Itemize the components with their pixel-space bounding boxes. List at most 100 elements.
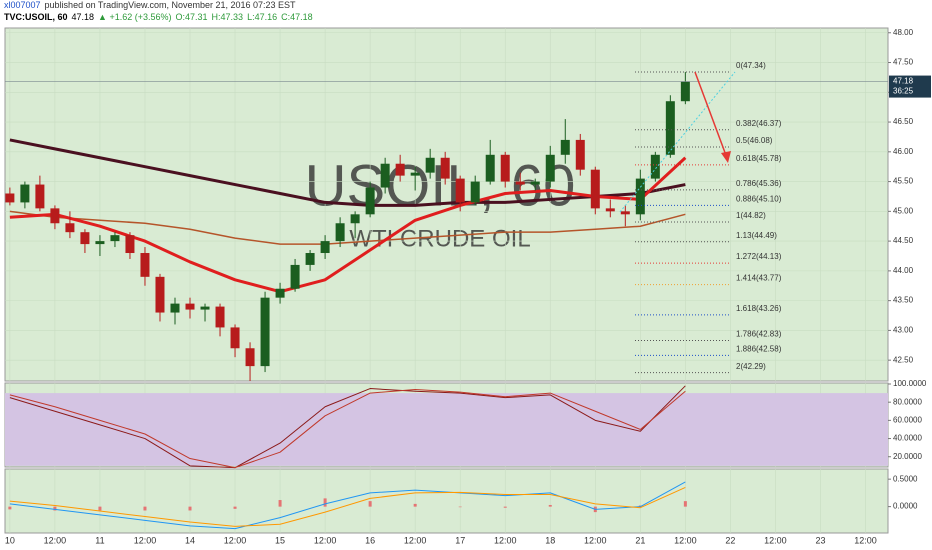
indicator-line (9, 481, 686, 530)
fib-label: 0.886(45.10) (736, 195, 782, 204)
y-tick-label: 43.50 (893, 296, 914, 305)
fib-label: 0.618(45.78) (736, 154, 782, 163)
y-tick-label: 42.50 (893, 355, 914, 364)
histogram-bar (8, 506, 12, 510)
countdown: 36:25 (893, 87, 914, 96)
candle-body (650, 154, 660, 179)
candle-body (335, 223, 345, 242)
candle-body (230, 327, 240, 349)
y-tick-label: 45.00 (893, 206, 914, 215)
histogram-bar (188, 506, 192, 511)
y-tick-label: 20.0000 (893, 452, 922, 461)
y-tick-label: 100.0000 (893, 379, 927, 388)
author: xl007007 (4, 0, 41, 10)
fib-label: 1.618(43.26) (736, 304, 782, 313)
histogram-bar (53, 506, 57, 511)
candle-body (425, 157, 435, 173)
arrow-head (721, 151, 731, 163)
candle-body (665, 101, 675, 155)
fib-label: 2(42.29) (736, 362, 766, 371)
indicator-line (9, 388, 686, 469)
plot: 10 12:00 11 12:00 14 12:00 15 12:00 16 12:00 17 12:… (5, 28, 931, 545)
ohlc: L:47.16 (247, 12, 277, 22)
y-tick-label: 0.5000 (893, 474, 918, 483)
histogram-bar (368, 501, 372, 507)
candle-body (20, 184, 30, 203)
histogram-bar (278, 500, 282, 507)
candle-body (290, 264, 300, 289)
band (5, 393, 888, 466)
candle-body (245, 348, 255, 367)
candle-body (365, 187, 375, 215)
candle-body (65, 223, 75, 233)
last-price-box (889, 75, 931, 98)
watermark: USOIL, 60 (305, 153, 576, 218)
candle-body (215, 306, 225, 328)
candle-body (680, 81, 690, 102)
x-tick-label: 12:00 (854, 535, 877, 545)
x-tick-label: 21 (635, 535, 645, 545)
price: 47.18 (72, 12, 95, 22)
histogram-bar (98, 506, 102, 511)
histogram-bar (503, 506, 507, 508)
last-price-label: 47.18 (893, 77, 914, 86)
candle-body (95, 241, 105, 245)
y-tick-label: 44.50 (893, 236, 914, 245)
x-tick-label: 12:00 (44, 535, 67, 545)
fib-label: 0.786(45.36) (736, 179, 782, 188)
x-tick-label: 10 (5, 535, 15, 545)
x-tick-label: 12:00 (494, 535, 517, 545)
fib-label: 0.5(46.08) (736, 136, 773, 145)
candle-body (35, 184, 45, 209)
macd-panel (4, 468, 889, 534)
fib-label: 0.382(46.37) (736, 119, 782, 128)
y-tick-label: 46.00 (893, 147, 914, 156)
indicator-line (9, 138, 686, 207)
fib-label: 1.414(43.77) (736, 274, 782, 283)
y-tick-label: 0.0000 (893, 502, 918, 511)
candle-body (140, 253, 150, 277)
x-tick-label: 12:00 (314, 535, 337, 545)
candle-body (80, 232, 90, 245)
candle-body (575, 139, 585, 170)
candle-body (545, 154, 555, 182)
histogram-bar (323, 498, 327, 507)
fib-label: 1.886(42.58) (736, 345, 782, 354)
x-tick-label: 16 (365, 535, 375, 545)
x-tick-label: 18 (545, 535, 555, 545)
fib-label: 1(44.82) (736, 211, 766, 220)
candle-body (320, 241, 330, 254)
y-tick-label: 80.0000 (893, 397, 922, 406)
candle-body (185, 303, 195, 310)
candle-body (155, 276, 165, 313)
x-tick-label: 15 (275, 535, 285, 545)
change: ▲ +1.62 (+3.56%) (98, 12, 171, 22)
header-line-2: TVC:USOIL, 60 47.18 ▲ +1.62 (+3.56%) O:47.3… (4, 12, 313, 22)
x-tick-label: 12:00 (674, 535, 697, 545)
x-tick-label: 12:00 (134, 535, 157, 545)
x-tick-label: 12:00 (764, 535, 787, 545)
candle-body (515, 181, 525, 185)
candle-body (560, 139, 570, 155)
candle-body (350, 214, 360, 224)
header-line-1: xl007007 published on TradingView.com, No… (4, 0, 296, 10)
indicator-line (9, 156, 687, 294)
candle-body (170, 303, 180, 313)
symbol: TVC:USOIL, 60 (4, 12, 68, 22)
y-tick-label: 45.50 (893, 177, 914, 186)
candle-body (590, 169, 600, 209)
candle-body (200, 306, 210, 310)
candle-body (395, 163, 405, 176)
indicator-line (9, 486, 686, 527)
x-tick-label: 12:00 (404, 535, 427, 545)
ohlc: C:47.18 (281, 12, 313, 22)
y-tick-label: 48.00 (893, 28, 914, 37)
candle-body (455, 178, 465, 203)
x-tick-label: 14 (185, 535, 195, 545)
x-tick-label: 17 (455, 535, 465, 545)
candle-body (440, 157, 450, 179)
candle-body (380, 163, 390, 188)
candle-body (110, 235, 120, 242)
candle-body (635, 178, 645, 215)
